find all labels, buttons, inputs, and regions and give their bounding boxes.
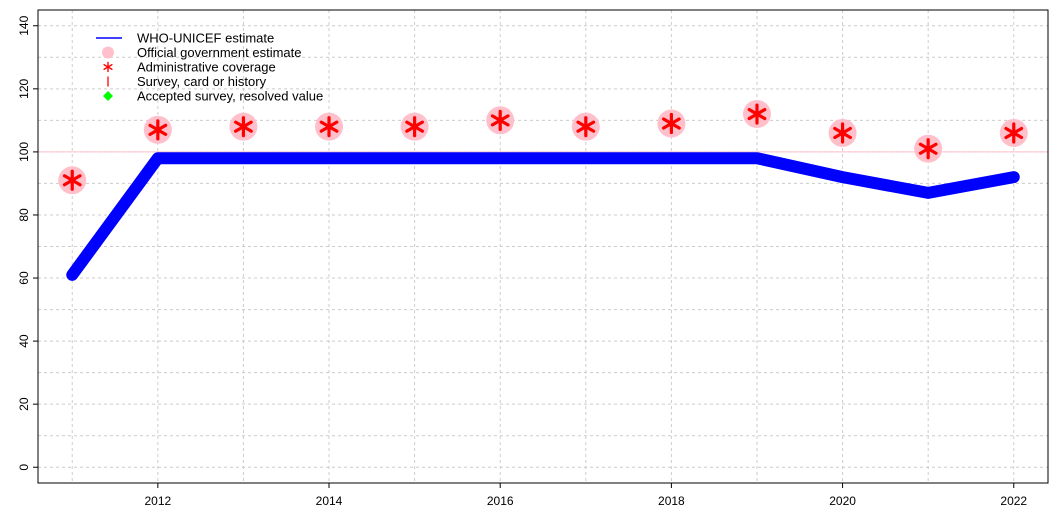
y-tick-label: 100 [17,142,31,162]
administrative-coverage-point [661,112,681,135]
legend-item-administrative-coverage: Administrative coverage [103,60,276,75]
x-tick-label: 2018 [658,494,685,508]
y-tick-label: 80 [17,208,31,222]
axes: 2012 2014 2016 2018 2020 2022 0 20 40 60 80 100 120 1… [17,15,1027,508]
legend-item-survey-card-or-history: Survey, card or history [107,74,267,89]
y-tick-label: 40 [17,334,31,348]
administrative-coverage-point [918,138,938,160]
y-tick-label: 60 [17,271,31,285]
legend-label: Administrative coverage [137,60,276,75]
administrative-coverage-point [490,109,510,131]
y-tick-label: 0 [17,464,31,471]
administrative-coverage-point [148,119,168,141]
administrative-coverage-point [62,169,82,191]
legend-item-who-unicef-estimate: WHO-UNICEF estimate [96,31,274,46]
legend-label: Official government estimate [137,45,302,60]
y-tick-label: 120 [17,79,31,99]
x-tick-label: 2016 [487,494,514,508]
legend-item-official-government-estimate: Official government estimate [102,45,302,60]
legend-swatch-circle [102,46,114,59]
x-tick-label: 2014 [316,494,343,508]
administrative-coverage-point [747,103,767,125]
y-tick-label: 140 [17,15,31,35]
series-layer [58,100,1028,281]
legend-item-accepted-survey-resolved-value: Accepted survey, resolved value [103,89,323,104]
administrative-coverage-point [576,116,596,138]
y-tick-label: 20 [17,397,31,411]
administrative-coverage-point [833,122,852,144]
legend-label: Accepted survey, resolved value [137,89,323,104]
legend-swatch-asterisk [103,61,113,73]
x-tick-label: 2020 [829,494,856,508]
administrative-coverage-point [1004,122,1024,144]
x-tick-label: 2012 [144,494,171,508]
administrative-coverage-point [405,116,425,138]
plot-frame [37,9,1049,484]
administrative-coverage-point [234,116,253,138]
series-administrative-coverage [62,103,1024,191]
administrative-coverage-point [319,116,339,138]
legend-label: WHO-UNICEF estimate [137,31,274,46]
grid [38,10,1048,483]
series-line-who-unicef-estimate [66,152,1020,281]
legend-label: Survey, card or history [137,74,267,89]
x-tick-label: 2022 [1000,494,1027,508]
legend-swatch-diamond [103,91,113,101]
